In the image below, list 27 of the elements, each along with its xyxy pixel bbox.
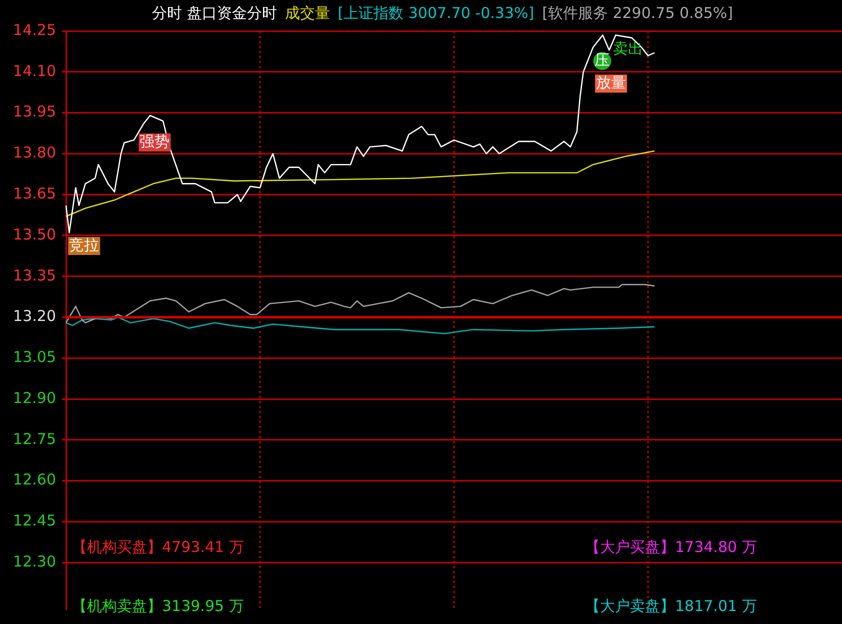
- y-tick-label: 12.45: [13, 512, 56, 530]
- annotation: 竞拉: [69, 236, 100, 254]
- y-tick-label: 13.95: [13, 102, 56, 121]
- y-tick-label: 13.20: [13, 307, 56, 326]
- y-tick-label: 13.50: [13, 225, 56, 244]
- annotation: 卖出: [613, 39, 644, 58]
- y-tick-label: 13.80: [13, 144, 56, 162]
- y-tick-label: 13.35: [13, 266, 56, 284]
- y-tick-label: 14.25: [13, 20, 56, 39]
- annotation: 放量: [596, 73, 626, 92]
- y-tick-label: 12.30: [13, 552, 56, 571]
- text: 成交量: [284, 4, 330, 22]
- annotation: 【大户买盘】1734.80 万: [585, 538, 757, 556]
- text: 分时 盘口资金分时: [152, 4, 277, 22]
- y-tick-label: 12.60: [13, 470, 56, 489]
- y-tick-label: 12.90: [13, 388, 56, 407]
- y-tick-label: 13.05: [13, 348, 56, 366]
- text: [软件服务 2290.75 0.85%]: [542, 4, 734, 22]
- y-tick-label: 14.10: [13, 62, 56, 80]
- annotation: 【机构买盘】4793.41 万: [72, 538, 244, 556]
- annotation: 【机构卖盘】3139.95 万: [72, 596, 244, 615]
- annotation: 【大户卖盘】1817.01 万: [585, 596, 757, 615]
- y-tick-label: 12.75: [13, 430, 56, 448]
- y-tick-label: 13.65: [13, 184, 56, 202]
- text: [上证指数 3007.70 -0.33%]: [338, 4, 534, 22]
- annotation: 强势: [140, 132, 170, 150]
- annotation: 压: [594, 50, 610, 69]
